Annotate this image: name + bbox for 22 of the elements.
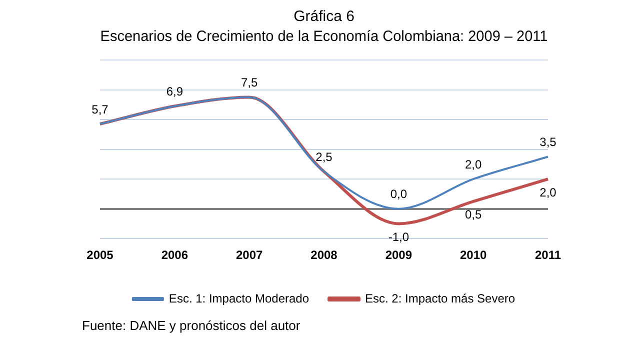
x-tick-label: 2011	[534, 248, 562, 262]
chart-title: Gráfica 6	[294, 8, 354, 26]
x-tick-label: 2006	[161, 248, 188, 262]
x-tick-label: 2010	[460, 248, 488, 262]
data-label: 7,5	[240, 76, 258, 90]
legend-label: Esc. 1: Impacto Moderado	[168, 291, 310, 306]
x-tick-label: 2005	[86, 248, 114, 262]
legend-label: Esc. 2: Impacto más Severo	[365, 291, 516, 306]
x-tick-label: 2009	[385, 248, 412, 262]
source-note: Fuente: DANE y pronósticos del autor	[82, 318, 300, 333]
data-label: 2,0	[540, 185, 557, 200]
data-label: 0,5	[464, 208, 482, 222]
data-label: 2,5	[316, 150, 333, 164]
x-tick-label: 2007	[236, 248, 264, 262]
data-label: 3,5	[540, 135, 557, 150]
data-label: 2,0	[464, 157, 482, 172]
data-label: 6,9	[166, 84, 184, 98]
chart-subtitle: Escenarios de Crecimiento de la Economía Colombiana: 2009 – 2011	[100, 28, 548, 46]
x-tick-label: 2008	[310, 248, 338, 262]
data-label: 0,0	[390, 187, 408, 202]
data-label: 5,7	[92, 102, 109, 116]
data-label: -1,0	[388, 230, 410, 244]
